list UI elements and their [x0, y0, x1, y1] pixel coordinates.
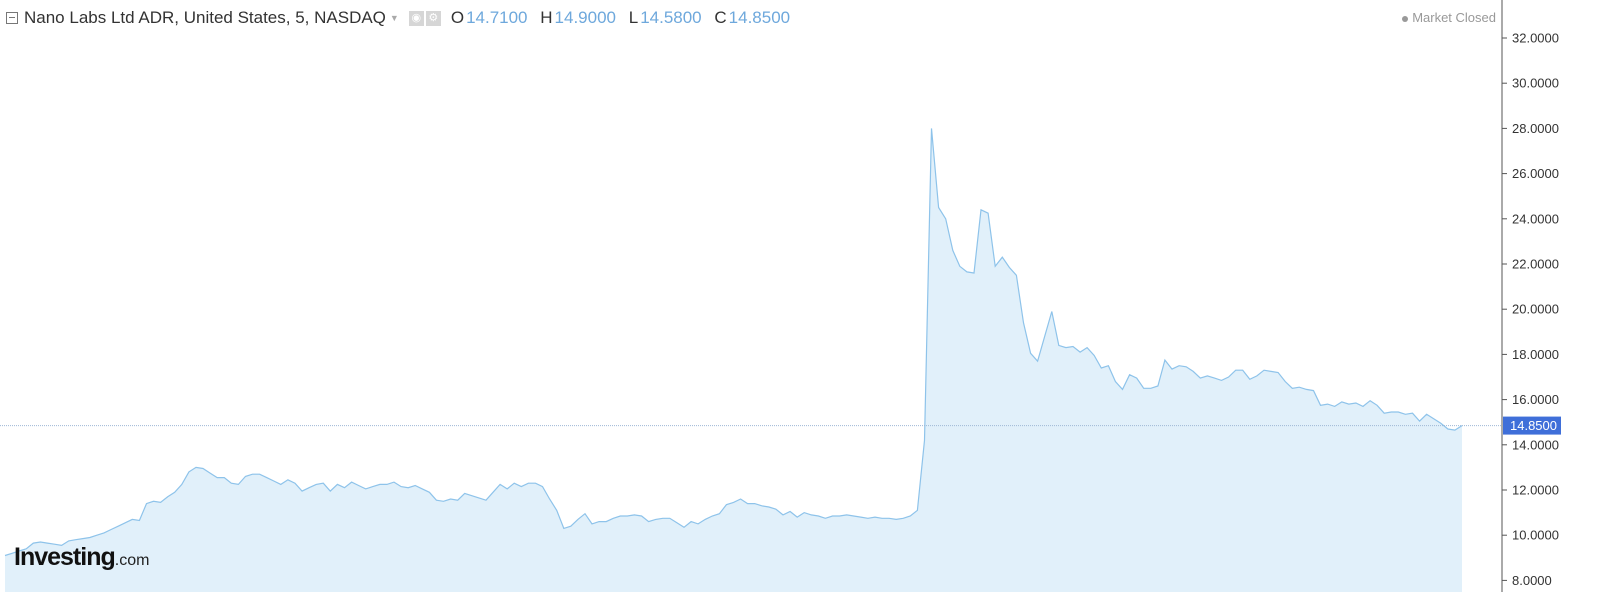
- low-key: L: [628, 8, 639, 27]
- y-tick-label: 12.0000: [1512, 483, 1559, 498]
- y-tick-label: 26.0000: [1512, 166, 1559, 181]
- y-tick-label: 16.0000: [1512, 392, 1559, 407]
- open-key: O: [450, 8, 465, 27]
- chevron-down-icon[interactable]: ▼: [389, 13, 399, 23]
- status-dot-icon: [1402, 15, 1409, 22]
- y-tick-label: 28.0000: [1512, 121, 1559, 136]
- open-value: 14.7100: [466, 8, 528, 27]
- market-status: Market Closed: [1402, 10, 1496, 25]
- y-axis[interactable]: 32.0000 30.0000 28.0000 26.0000 24.0000 22.00…: [1502, 31, 1559, 588]
- low-value: 14.5800: [640, 8, 702, 27]
- y-tick-label: 22.0000: [1512, 257, 1559, 272]
- close-key: C: [714, 8, 727, 27]
- gear-icon[interactable]: ⚙: [425, 10, 441, 26]
- logo-main: Investing: [14, 543, 116, 571]
- high-key: H: [540, 8, 553, 27]
- chart-header: Nano Labs Ltd ADR, United States, 5, NAS…: [6, 8, 798, 28]
- y-tick-label: 24.0000: [1512, 211, 1559, 226]
- y-tick-label: 10.0000: [1512, 528, 1559, 543]
- y-tick-label: 30.0000: [1512, 76, 1559, 91]
- ohlc-values: O 14.7100 H 14.9000 L 14.5800 C 14.8500: [451, 8, 798, 28]
- collapse-icon[interactable]: [6, 12, 18, 24]
- close-value: 14.8500: [728, 8, 791, 27]
- y-tick-label: 18.0000: [1512, 347, 1559, 362]
- price-line: [4, 128, 1463, 557]
- y-tick-label: 14.0000: [1512, 437, 1559, 452]
- eye-icon[interactable]: ◉: [408, 10, 424, 26]
- high-value: 14.9000: [554, 8, 616, 27]
- y-tick-label: 32.0000: [1512, 31, 1559, 46]
- market-status-text: Market Closed: [1412, 10, 1496, 25]
- logo-suffix: .com: [114, 552, 150, 569]
- y-tick-label: 8.0000: [1512, 573, 1552, 588]
- last-price-label: 14.8500: [1510, 418, 1557, 433]
- investing-logo: Investing.com: [14, 543, 149, 572]
- y-tick-label: 20.0000: [1512, 302, 1559, 317]
- last-price-badge: [1503, 416, 1561, 435]
- symbol-title[interactable]: Nano Labs Ltd ADR, United States, 5, NAS…: [24, 8, 386, 27]
- price-area-fill: [5, 128, 1462, 592]
